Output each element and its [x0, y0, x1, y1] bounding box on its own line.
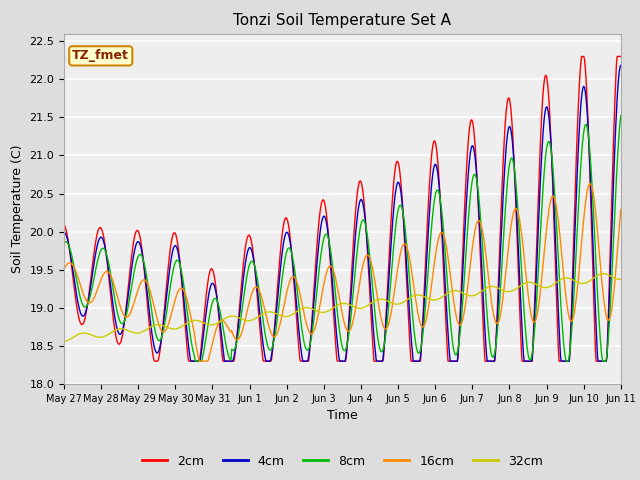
- 2cm: [228, 358, 236, 364]
- Title: Tonzi Soil Temperature Set A: Tonzi Soil Temperature Set A: [234, 13, 451, 28]
- Line: 4cm: 4cm: [64, 65, 621, 361]
- 2cm: [432, 141, 440, 147]
- 32cm: [400, 299, 408, 305]
- 2cm: [125, 274, 133, 279]
- 4cm: [125, 284, 133, 289]
- Text: TZ_fmet: TZ_fmet: [72, 49, 129, 62]
- 16cm: [617, 206, 625, 212]
- Y-axis label: Soil Temperature (C): Soil Temperature (C): [11, 144, 24, 273]
- 2cm: [151, 358, 159, 364]
- 16cm: [277, 317, 285, 323]
- 16cm: [60, 266, 68, 272]
- 8cm: [228, 348, 236, 353]
- 4cm: [401, 229, 408, 235]
- X-axis label: Time: Time: [327, 409, 358, 422]
- 2cm: [401, 236, 408, 241]
- 32cm: [228, 313, 236, 319]
- 8cm: [432, 191, 440, 196]
- 4cm: [188, 358, 195, 364]
- 32cm: [617, 276, 625, 282]
- Line: 2cm: 2cm: [64, 57, 621, 361]
- 32cm: [255, 313, 263, 319]
- 8cm: [125, 297, 133, 303]
- 16cm: [228, 330, 236, 336]
- 4cm: [256, 313, 264, 319]
- 16cm: [125, 312, 133, 318]
- 8cm: [617, 112, 625, 118]
- Line: 8cm: 8cm: [64, 115, 621, 361]
- 8cm: [191, 358, 199, 364]
- 16cm: [586, 181, 594, 187]
- 8cm: [277, 284, 285, 290]
- 4cm: [432, 162, 440, 168]
- 8cm: [60, 240, 68, 246]
- 2cm: [60, 222, 68, 228]
- 8cm: [401, 220, 408, 226]
- 2cm: [277, 241, 285, 247]
- 4cm: [617, 62, 625, 68]
- 32cm: [125, 328, 133, 334]
- Legend: 2cm, 4cm, 8cm, 16cm, 32cm: 2cm, 4cm, 8cm, 16cm, 32cm: [137, 450, 548, 473]
- 8cm: [256, 294, 264, 300]
- Line: 16cm: 16cm: [64, 184, 621, 361]
- 16cm: [401, 241, 408, 247]
- 2cm: [256, 326, 264, 332]
- 32cm: [431, 297, 439, 303]
- 16cm: [196, 358, 204, 364]
- 32cm: [600, 271, 607, 276]
- 2cm: [578, 54, 586, 60]
- 4cm: [60, 229, 68, 235]
- 4cm: [228, 358, 236, 364]
- 4cm: [277, 259, 285, 265]
- Line: 32cm: 32cm: [64, 274, 621, 341]
- 2cm: [617, 54, 625, 60]
- 32cm: [276, 312, 284, 318]
- 16cm: [256, 289, 264, 295]
- 16cm: [432, 251, 440, 257]
- 32cm: [60, 338, 68, 344]
